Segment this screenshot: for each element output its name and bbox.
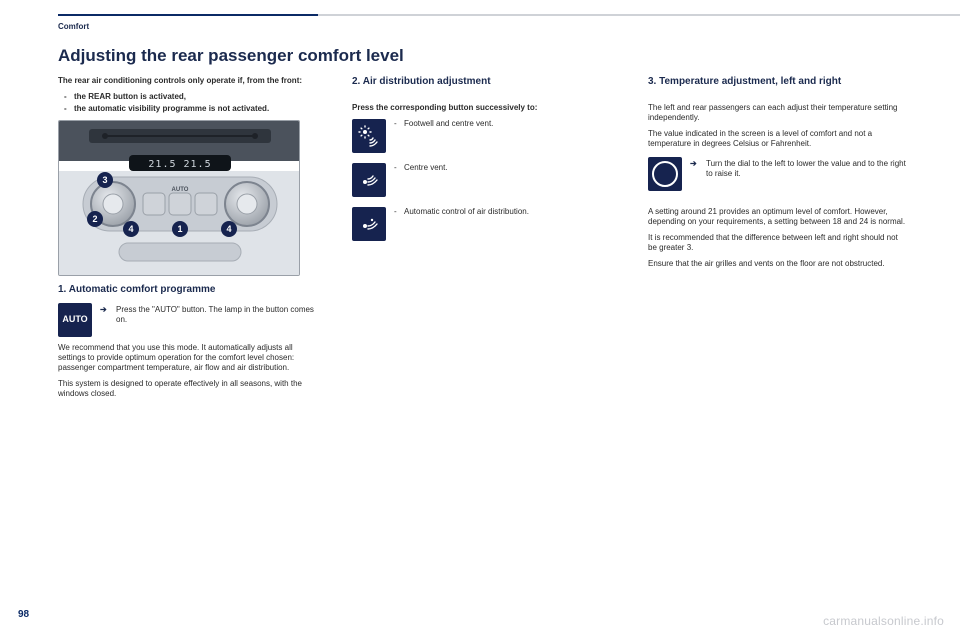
- temp-para-1: The left and rear passengers can each ad…: [648, 103, 908, 123]
- svg-text:1: 1: [177, 224, 182, 234]
- dist-item-3: Automatic control of air distribution.: [404, 207, 529, 217]
- intro-bullet-1: the REAR button is activated,: [74, 92, 318, 102]
- column-1: The rear air conditioning controls only …: [58, 76, 318, 405]
- column-2: 2. Air distribution adjustment Press the…: [352, 76, 612, 251]
- dist-item-1: Footwell and centre vent.: [404, 119, 493, 129]
- temp-para-5: Ensure that the air grilles and vents on…: [648, 259, 908, 269]
- temp-para-3: A setting around 21 provides an optimum …: [648, 207, 908, 227]
- distribution-intro: Press the corresponding button successiv…: [352, 103, 612, 113]
- auto-instruction: Press the "AUTO" button. The lamp in the…: [116, 305, 318, 325]
- svg-text:4: 4: [128, 224, 133, 234]
- subheading-auto: 1. Automatic comfort programme: [58, 284, 318, 297]
- intro-text: The rear air conditioning controls only …: [58, 76, 318, 86]
- footwell-centre-icon: [352, 119, 386, 153]
- arrow-icon: ➔: [100, 305, 116, 325]
- page-number: 98: [18, 609, 29, 620]
- svg-text:3: 3: [102, 175, 107, 185]
- auto-distribution-icon: [352, 207, 386, 241]
- section-label: Comfort: [58, 22, 89, 31]
- intro-bullets: -the REAR button is activated, -the auto…: [64, 92, 318, 114]
- auto-icon: AUTO: [58, 303, 92, 337]
- column-3: 3. Temperature adjustment, left and righ…: [648, 76, 908, 275]
- svg-text:4: 4: [226, 224, 231, 234]
- rear-climate-figure: 21.5 21.5 AUTO 3 2: [58, 120, 300, 276]
- dial-instruction: Turn the dial to the left to lower the v…: [706, 159, 908, 179]
- header-rule: [0, 14, 960, 16]
- svg-text:AUTO: AUTO: [172, 187, 189, 193]
- subheading-temperature: 3. Temperature adjustment, left and righ…: [648, 76, 888, 89]
- svg-text:21.5 21.5: 21.5 21.5: [148, 159, 211, 170]
- page-title: Adjusting the rear passenger comfort lev…: [58, 46, 404, 66]
- svg-text:2: 2: [92, 214, 97, 224]
- temp-para-4: It is recommended that the difference be…: [648, 233, 908, 253]
- dist-item-2: Centre vent.: [404, 163, 448, 173]
- watermark: carmanualsonline.info: [823, 614, 944, 628]
- auto-para-2: This system is designed to operate effec…: [58, 379, 318, 399]
- dial-icon: [648, 157, 682, 191]
- intro-bullet-2: the automatic visibility programme is no…: [74, 104, 318, 114]
- centre-vent-icon: [352, 163, 386, 197]
- temp-para-2: The value indicated in the screen is a l…: [648, 129, 908, 149]
- header-rule-blue: [58, 14, 318, 16]
- arrow-icon: ➔: [690, 159, 706, 179]
- subheading-distribution: 2. Air distribution adjustment: [352, 76, 612, 89]
- auto-para-1: We recommend that you use this mode. It …: [58, 343, 318, 373]
